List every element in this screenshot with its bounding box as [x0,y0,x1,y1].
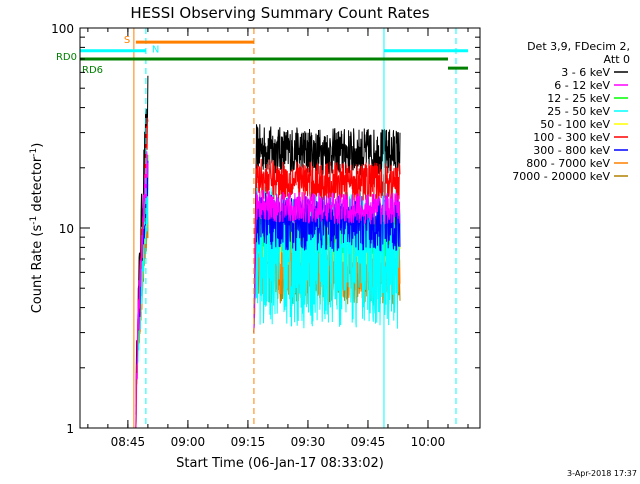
flag-bars: S N RD0 RD6 [56,35,468,76]
x-tick-label: 09:00 [171,435,206,449]
y-axis-label-mid: detector [30,156,45,216]
series-line-plateau [253,189,401,333]
y-axis-label-end: ) [30,143,45,148]
y-axis-label-sup1: -1 [29,216,39,225]
x-tick-label: 09:15 [231,435,266,449]
legend-entry-label: 300 - 800 keV [533,144,610,157]
flag-label-rd0: RD0 [56,52,77,63]
y-axis-label: Count Rate (s-1 detector-1) [29,143,45,314]
legend-header-line: Det 3,9, FDecim 2, [527,40,630,53]
legend-entry-label: 800 - 7000 keV [526,157,610,170]
legend-entry-label: 3 - 6 keV [561,66,610,79]
data-layer [135,75,401,429]
axes: 08:45 09:00 09:15 09:30 09:45 10:00 1 10 100 [51,22,480,449]
flag-label-s: S [124,35,130,46]
y-tick-label: 10 [59,222,74,236]
x-tick-label: 09:30 [291,435,326,449]
legend-entry-label: 12 - 25 keV [547,92,610,105]
legend-entry-label: 25 - 50 keV [547,105,610,118]
flag-label-n: N [152,45,159,56]
timestamp: 3-Apr-2018 17:37 [567,469,637,478]
series-line-plateau [253,158,401,333]
legend-entry-label: 7000 - 20000 keV [512,170,610,183]
chart-title: HESSI Observing Summary Count Rates [130,4,429,22]
legend-entry-label: 50 - 100 keV [540,118,610,131]
series-6-12kev [135,151,401,429]
legend-entry-label: 6 - 12 keV [554,79,610,92]
x-axis-label: Start Time (06-Jan-17 08:33:02) [176,456,384,471]
vertical-lines [133,28,457,428]
x-tick-label: 10:00 [411,435,446,449]
y-tick-label: 100 [51,22,74,36]
y-axis-label-sup2: -1 [29,148,39,157]
x-tick-label: 08:45 [111,435,146,449]
y-axis-label-main: Count Rate (s [30,225,45,314]
legend-entry-label: 100 - 300 keV [533,131,610,144]
flag-label-rd6: RD6 [82,65,103,76]
y-tick-label: 1 [66,422,74,436]
x-tick-label: 09:45 [351,435,386,449]
series-line-rise [135,151,149,429]
legend-header-line: Att 0 [604,53,630,66]
